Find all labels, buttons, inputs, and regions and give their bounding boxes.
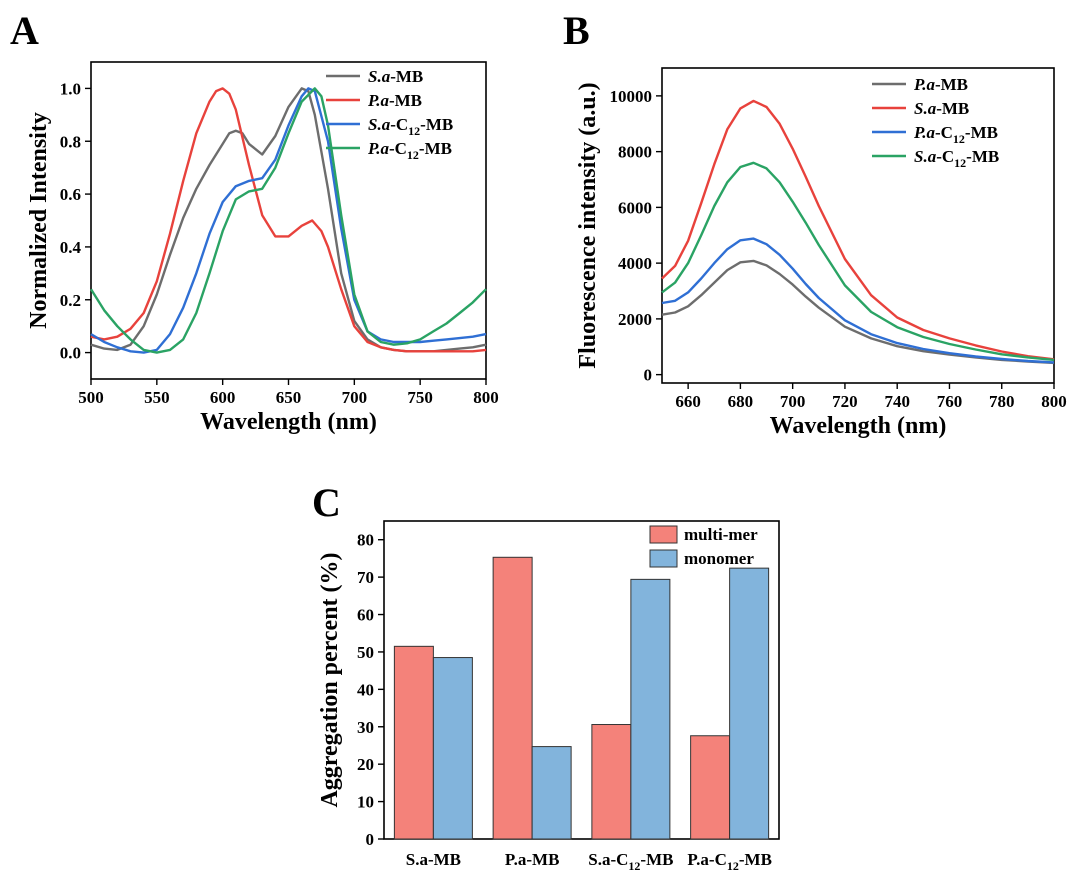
x-tick-label-1: 550: [144, 388, 170, 407]
y-tick-label-2: 4000: [618, 254, 652, 273]
legend-label-1: P.a-MB: [367, 91, 422, 110]
x-tick-label-0: 500: [78, 388, 104, 407]
x-tick-label-6: 800: [473, 388, 499, 407]
panel-b-frame: [661, 67, 1055, 384]
bar-multi-mer-2: [591, 724, 632, 840]
legend-label-0: S.a-MB: [368, 67, 423, 86]
bar-monomer-1: [531, 746, 572, 840]
x-tick-label-4: 700: [342, 388, 368, 407]
series-line-2: [661, 237, 1055, 364]
y-axis-title: Aggregation percent (%): [317, 552, 343, 807]
x-tick-label-5: 760: [937, 392, 963, 411]
legend-swatch-0: [649, 525, 678, 544]
y-tick-label-1: 10: [357, 793, 374, 812]
panel-c-frame: [383, 520, 780, 840]
y-tick-label-3: 30: [357, 718, 374, 737]
panel-c-letter: C: [312, 480, 341, 525]
legend-label-2: S.a-C12-MB: [368, 115, 453, 138]
y-tick-label-3: 0.6: [60, 185, 81, 204]
y-tick-label-8: 80: [357, 531, 374, 550]
x-axis-title: Wavelength (nm): [200, 409, 377, 435]
y-tick-label-5: 50: [357, 643, 374, 662]
y-tick-label-5: 10000: [610, 87, 653, 106]
y-tick-label-4: 8000: [618, 143, 652, 162]
y-tick-label-1: 2000: [618, 310, 652, 329]
y-tick-label-7: 70: [357, 568, 374, 587]
x-tick-label-3: 650: [276, 388, 302, 407]
bar-multi-mer-0: [393, 645, 434, 840]
legend-label-3: S.a-C12-MB: [914, 147, 999, 170]
y-tick-label-2: 20: [357, 755, 374, 774]
x-tick-label-5: 750: [407, 388, 433, 407]
series-line-1: [90, 87, 487, 353]
y-tick-label-2: 0.4: [60, 238, 82, 257]
legend-label-3: P.a-C12-MB: [367, 139, 452, 162]
bar-multi-mer-3: [690, 735, 731, 840]
panel-a-line-chart: A 500 550 600 650 700 750 800 0.0 0.2 0.4 0.6 0.8 1.…: [10, 8, 499, 435]
legend-label-2: P.a-C12-MB: [913, 123, 998, 146]
series-line-3: [661, 161, 1055, 362]
category-label-0: S.a-MB: [406, 850, 461, 869]
category-label-3: P.a-C12-MB: [687, 850, 772, 873]
bar-multi-mer-1: [492, 556, 533, 840]
x-tick-label-0: 660: [675, 392, 701, 411]
x-axis-title: Wavelength (nm): [770, 413, 947, 439]
panel-c-bar-chart: C S.a-MB P.a-MB S.a-C12-MB P.a-C12-MB 0 10 20 3…: [312, 480, 780, 873]
y-tick-label-4: 0.8: [60, 132, 81, 151]
panel-b-letter: B: [563, 8, 590, 53]
y-tick-label-0: 0: [366, 830, 375, 849]
y-tick-label-1: 0.2: [60, 291, 81, 310]
series-line-2: [90, 87, 487, 354]
y-tick-label-0: 0: [644, 366, 653, 385]
x-tick-label-2: 600: [210, 388, 236, 407]
legend-swatch-1: [649, 549, 678, 568]
legend-label-0: P.a-MB: [913, 75, 968, 94]
x-tick-label-2: 700: [780, 392, 806, 411]
legend-label-1: monomer: [684, 549, 754, 568]
x-tick-label-3: 720: [832, 392, 858, 411]
y-axis-title: Fluorescence intensity (a.u.): [575, 82, 601, 368]
category-label-2: S.a-C12-MB: [588, 850, 673, 873]
bar-monomer-0: [432, 657, 473, 840]
y-axis-title: Normalized Intensity: [26, 112, 52, 329]
x-tick-label-4: 740: [884, 392, 910, 411]
panel-b-plot-area: 660 680 700 720 740 760 780 8000200040006000800…: [575, 67, 1067, 439]
panel-a-plot-area: 500 550 600 650 700 750 800 0.0 0.2 0.4 0.6 0.8 1.0 W…: [26, 61, 499, 435]
category-label-1: P.a-MB: [505, 850, 560, 869]
y-tick-label-0: 0.0: [60, 344, 81, 363]
x-tick-label-1: 680: [728, 392, 754, 411]
x-tick-label-6: 780: [989, 392, 1015, 411]
panel-c-plot-area: S.a-MB P.a-MB S.a-C12-MB P.a-C12-MB 0 10 20 30 4…: [317, 520, 780, 873]
bar-monomer-3: [729, 567, 770, 840]
panel-a-letter: A: [10, 8, 39, 53]
y-tick-label-6: 60: [357, 606, 374, 625]
panel-b-line-chart: B 660 680 700 720 740 760 780 80002000400060008…: [563, 8, 1067, 439]
y-tick-label-5: 1.0: [60, 79, 81, 98]
x-tick-label-7: 800: [1041, 392, 1067, 411]
legend-label-1: S.a-MB: [914, 99, 969, 118]
bar-monomer-2: [630, 578, 671, 840]
y-tick-label-4: 40: [357, 680, 374, 699]
series-line-3: [89, 87, 487, 354]
legend-label-0: multi-mer: [684, 525, 758, 544]
y-tick-label-3: 6000: [618, 198, 652, 217]
series-line-1: [661, 99, 1055, 361]
